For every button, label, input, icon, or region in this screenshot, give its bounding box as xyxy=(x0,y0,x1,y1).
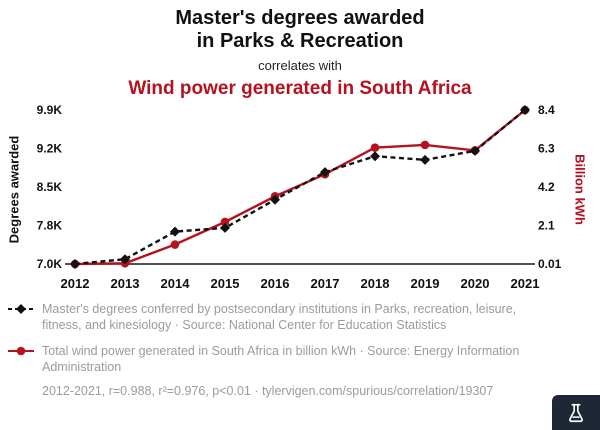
correlates-with-label: correlates with xyxy=(258,58,342,73)
svg-text:2018: 2018 xyxy=(361,276,390,291)
svg-text:8.4: 8.4 xyxy=(538,103,555,117)
svg-text:8.5K: 8.5K xyxy=(37,180,63,194)
svg-text:2021: 2021 xyxy=(511,276,540,291)
svg-text:2014: 2014 xyxy=(161,276,191,291)
svg-text:6.3: 6.3 xyxy=(538,142,555,156)
chart-title-line2: in Parks & Recreation xyxy=(196,30,404,52)
chart-legend: Master's degrees conferred by postsecond… xyxy=(8,301,536,398)
legend-item-degrees: Master's degrees conferred by postsecond… xyxy=(8,301,536,334)
legend-text-degrees: Master's degrees conferred by postsecond… xyxy=(42,302,517,333)
svg-text:2016: 2016 xyxy=(261,276,290,291)
svg-text:7.8K: 7.8K xyxy=(37,219,63,233)
dashed-diamond-series-icon xyxy=(8,304,34,314)
tylervigen-logo-badge xyxy=(552,395,600,430)
legend-text-windpower: Total wind power generated in South Afri… xyxy=(42,343,520,374)
correlation-line-chart: 7.0K 7.8K 8.5K 9.2K 9.9K 0.01 2.1 4.2 6.3 8.4 2012… xyxy=(37,103,562,291)
svg-text:2020: 2020 xyxy=(461,276,490,291)
svg-text:4.2: 4.2 xyxy=(538,180,555,194)
svg-text:9.2K: 9.2K xyxy=(37,142,63,156)
chart-subtitle: Wind power generated in South Africa xyxy=(128,78,472,99)
red-circle-series-icon xyxy=(8,346,34,355)
svg-text:2019: 2019 xyxy=(411,276,440,291)
correlation-stats-line: 2012-2021, r=0.988, r²=0.976, p<0.01 · t… xyxy=(42,384,494,398)
svg-text:0.01: 0.01 xyxy=(538,257,562,271)
svg-text:7.0K: 7.0K xyxy=(37,257,63,271)
legend-item-windpower: Total wind power generated in South Afri… xyxy=(8,343,536,376)
svg-text:2015: 2015 xyxy=(211,276,240,291)
flask-icon xyxy=(568,403,584,422)
svg-text:2012: 2012 xyxy=(61,276,90,291)
chart-title-line1: Master's degrees awarded xyxy=(175,7,425,29)
svg-text:2.1: 2.1 xyxy=(538,219,555,233)
svg-text:2013: 2013 xyxy=(111,276,140,291)
svg-text:2017: 2017 xyxy=(311,276,340,291)
chart-header: Master's degrees awarded in Parks & Recr… xyxy=(0,7,600,100)
svg-text:9.9K: 9.9K xyxy=(37,103,63,117)
